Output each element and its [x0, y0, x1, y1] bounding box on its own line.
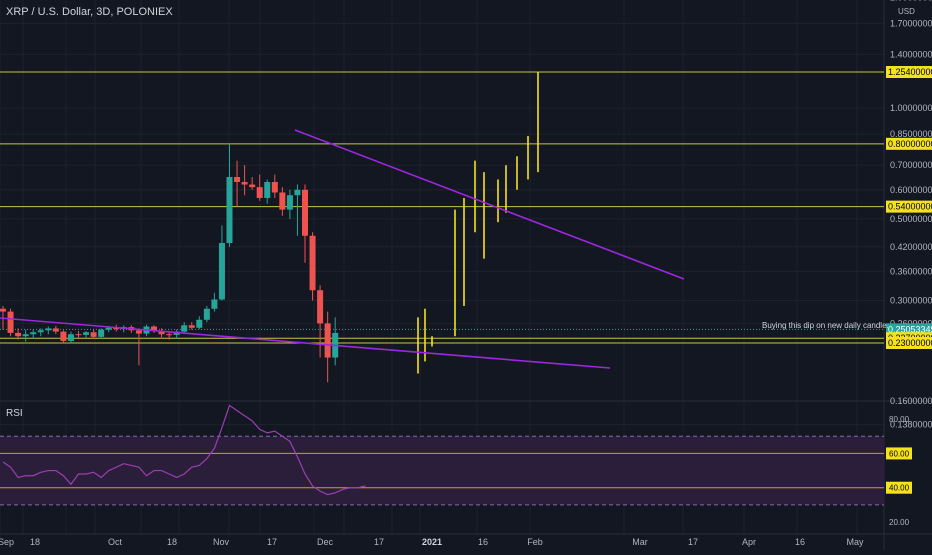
rsi-axis-label: 40.00 — [889, 484, 910, 493]
rsi-level-badge — [886, 447, 912, 460]
candle-body — [211, 299, 218, 309]
time-axis-label: 18 — [30, 537, 40, 547]
rsi-line — [2, 404, 366, 496]
candle-body — [249, 184, 256, 188]
candle-body — [294, 189, 301, 196]
candle-body — [158, 330, 165, 335]
price-axis-label: 0.80000000 — [888, 139, 932, 149]
candle-body — [166, 334, 173, 336]
time-axis-label: 2021 — [422, 537, 442, 547]
candle-body — [15, 332, 22, 337]
chart-title: XRP / U.S. Dollar, 3D, POLONIEX — [6, 6, 173, 18]
price-axis-label: 0.25053349 — [888, 324, 932, 334]
candle-body — [0, 308, 6, 312]
candle-body — [271, 181, 278, 193]
candle-body — [324, 323, 331, 358]
candle-body — [234, 176, 241, 182]
candle-body — [151, 326, 157, 331]
candle-body — [188, 325, 195, 328]
time-axis-label: Mar — [632, 537, 648, 547]
candle-body — [256, 187, 263, 198]
upper-trendline — [294, 129, 685, 280]
lower-trendline — [0, 317, 611, 369]
candle-body — [196, 319, 203, 328]
level-price-badge — [886, 137, 932, 150]
candle-body — [22, 334, 29, 337]
price-axis-label: 0.13800000 — [890, 420, 932, 430]
rsi-axis-label: 60.00 — [889, 449, 910, 458]
candle-body — [279, 192, 286, 210]
candle-body — [135, 330, 142, 334]
candle-body — [286, 195, 293, 210]
price-axis-label: 0.23000000 — [888, 338, 932, 348]
level-price-badge — [886, 337, 932, 349]
level-price-badge — [886, 66, 932, 78]
rsi-axis-label: 80.00 — [889, 415, 910, 424]
candle-body — [181, 325, 188, 332]
rsi-axis-label: 20.00 — [889, 518, 910, 527]
time-axis-label: Dec — [317, 537, 334, 547]
candle-body — [302, 189, 308, 236]
candle-body — [203, 308, 210, 320]
time-axis-label: Nov — [213, 537, 230, 547]
time-axis-label: Feb — [527, 537, 543, 547]
time-axis-label: 16 — [478, 537, 488, 547]
price-axis-unit: USD — [898, 7, 915, 16]
price-axis-label: 0.54000000 — [888, 202, 932, 212]
time-axis-label: Oct — [108, 537, 123, 547]
time-axis-label: 17 — [374, 537, 384, 547]
candle-body — [317, 290, 324, 324]
price-axis-label: 1.25400000 — [888, 67, 932, 77]
rsi-title: RSI — [6, 408, 23, 419]
level-price-badge — [886, 200, 932, 213]
candle-body — [60, 331, 67, 341]
time-axis-label: 17 — [688, 537, 698, 547]
candle-body — [98, 329, 105, 337]
candle-body — [264, 181, 271, 198]
candle-body — [45, 328, 52, 331]
rsi-level-badge — [886, 481, 912, 494]
time-axis-label: 17 — [267, 537, 277, 547]
candle-body — [241, 181, 248, 185]
candle-body — [113, 327, 120, 330]
candle-body — [52, 328, 59, 332]
candle-body — [30, 332, 37, 335]
time-axis-label: Sep — [0, 537, 14, 547]
candle-body — [67, 334, 74, 341]
candle-body — [309, 235, 316, 291]
time-axis-label: May — [846, 537, 864, 547]
chart-annotation: Buying this dip on new daily candle. — [762, 321, 889, 330]
time-axis-label: 16 — [795, 537, 805, 547]
time-axis-label: 18 — [167, 537, 177, 547]
candle-body — [75, 334, 82, 336]
candle-body — [37, 330, 44, 333]
candle-body — [7, 311, 14, 333]
candle-body — [226, 176, 233, 244]
candle-body — [105, 327, 112, 330]
candle-body — [218, 243, 225, 300]
candle-body — [83, 332, 90, 335]
time-axis-label: Apr — [742, 537, 756, 547]
candle-body — [90, 332, 97, 337]
rsi-band — [0, 436, 884, 505]
